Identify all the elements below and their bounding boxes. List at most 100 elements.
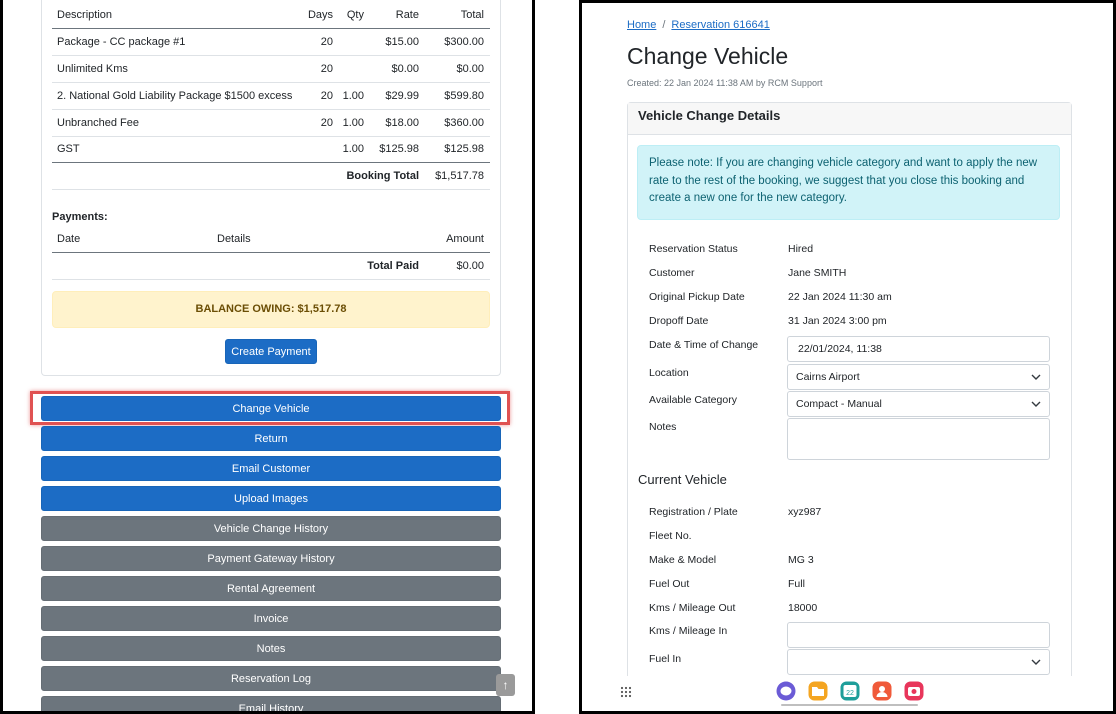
cell-description: GST <box>57 143 80 155</box>
breadcrumb-home-link[interactable]: Home <box>627 19 657 31</box>
android-taskbar: 22 <box>582 676 1113 711</box>
charges-table-header: Description Days Qty Rate Total <box>52 2 490 29</box>
change-time-input[interactable]: 22/01/2024, 11:38 <box>787 336 1050 362</box>
total-paid-row: Total Paid $0.00 <box>52 253 490 280</box>
highlight-box <box>30 391 510 425</box>
registration-label: Registration / Plate <box>649 506 738 518</box>
calendar-day: 22 <box>846 690 854 697</box>
cell-description: 2. National Gold Liability Package $1500… <box>57 90 293 102</box>
reservation-log-button[interactable]: Reservation Log <box>41 666 501 691</box>
original-pickup-value: 22 Jan 2024 11:30 am <box>788 291 892 303</box>
col-date: Date <box>57 233 81 245</box>
email-customer-button[interactable]: Email Customer <box>41 456 501 481</box>
table-row: Unbranched Fee 20 1.00 $18.00 $360.00 <box>52 110 490 137</box>
balance-owing-alert: BALANCE OWING: $1,517.78 <box>52 291 490 328</box>
vehicle-change-history-button[interactable]: Vehicle Change History <box>41 516 501 541</box>
booking-total-label: Booking Total <box>346 170 419 182</box>
payments-heading: Payments: <box>52 211 108 223</box>
table-row: 2. National Gold Liability Package $1500… <box>52 83 490 110</box>
notes-button[interactable]: Notes <box>41 636 501 661</box>
cell-qty: 1.00 <box>342 90 364 102</box>
return-button[interactable]: Return <box>41 426 501 451</box>
cell-days: 20 <box>320 36 333 48</box>
customer-label: Customer <box>649 267 695 279</box>
table-row: Package - CC package #1 20 $15.00 $300.0… <box>52 29 490 56</box>
col-rate: Rate <box>395 9 419 21</box>
customer-value: Jane SMITH <box>788 267 847 279</box>
home-indicator[interactable] <box>781 704 918 706</box>
cell-rate: $125.98 <box>379 143 419 155</box>
created-info: Created: 22 Jan 2024 11:38 AM by RCM Sup… <box>627 78 823 88</box>
change-vehicle-panel: Home / Reservation 616641 Change Vehicle C… <box>579 0 1116 714</box>
reservation-status-label: Reservation Status <box>649 243 738 255</box>
cell-days: 20 <box>320 117 333 129</box>
table-row: GST 1.00 $125.98 $125.98 <box>52 136 490 163</box>
fuel-out-value: Full <box>788 578 805 590</box>
files-icon[interactable] <box>808 681 828 701</box>
fuel-out-label: Fuel Out <box>649 578 690 590</box>
payments-table-header: Date Details Amount <box>52 226 490 253</box>
upload-images-button[interactable]: Upload Images <box>41 486 501 511</box>
reservation-card <box>41 0 501 376</box>
cell-qty: 1.00 <box>342 117 364 129</box>
kms-out-value: 18000 <box>788 602 818 614</box>
payment-gateway-history-button[interactable]: Payment Gateway History <box>41 546 501 571</box>
category-select[interactable]: Compact - Manual <box>787 391 1050 417</box>
calendar-icon[interactable]: 22 <box>840 681 860 701</box>
col-days: Days <box>307 9 333 21</box>
cell-total: $300.00 <box>444 36 484 48</box>
registration-value: xyz987 <box>788 506 822 518</box>
make-model-value: MG 3 <box>788 554 814 566</box>
col-amount: Amount <box>446 233 484 245</box>
reservation-detail-panel: Description Days Qty Rate Total Package … <box>0 0 535 714</box>
cell-rate: $18.00 <box>385 117 419 129</box>
breadcrumb-reservation-link[interactable]: Reservation 616641 <box>671 19 770 31</box>
change-vehicle-button[interactable]: Change Vehicle <box>41 396 501 421</box>
app-drawer-icon[interactable] <box>620 686 632 698</box>
location-label: Location <box>649 367 689 379</box>
breadcrumb-separator: / <box>662 19 666 31</box>
dropoff-value: 31 Jan 2024 3:00 pm <box>788 315 887 327</box>
cell-description: Unbranched Fee <box>57 117 139 129</box>
category-label: Available Category <box>649 394 737 406</box>
current-vehicle-heading: Current Vehicle <box>638 472 727 487</box>
fuel-in-label: Fuel In <box>649 653 682 665</box>
rental-agreement-button[interactable]: Rental Agreement <box>41 576 501 601</box>
col-description: Description <box>57 9 113 21</box>
cell-rate: $0.00 <box>391 63 419 75</box>
cell-total: $599.80 <box>444 90 484 102</box>
kms-in-input[interactable] <box>787 622 1050 648</box>
scroll-to-top-button[interactable]: ↑ <box>496 674 515 696</box>
cell-description: Unlimited Kms <box>57 63 128 75</box>
contacts-icon[interactable] <box>872 681 892 701</box>
info-alert: Please note: If you are changing vehicle… <box>637 145 1060 220</box>
make-model-label: Make & Model <box>649 554 717 566</box>
reservation-status-value: Hired <box>788 243 814 255</box>
email-history-button[interactable]: Email History <box>41 696 501 711</box>
vehicle-change-card: Vehicle Change Details <box>627 102 1072 711</box>
cell-qty: 1.00 <box>342 143 364 155</box>
cell-total: $125.98 <box>444 143 484 155</box>
fuel-in-select[interactable] <box>787 649 1050 675</box>
cell-rate: $29.99 <box>385 90 419 102</box>
total-paid-value: $0.00 <box>456 260 484 272</box>
chevron-down-icon <box>1031 401 1041 407</box>
invoice-button[interactable]: Invoice <box>41 606 501 631</box>
create-payment-button[interactable]: Create Payment <box>225 339 317 364</box>
fleet-label: Fleet No. <box>649 530 692 542</box>
col-details: Details <box>217 233 251 245</box>
notes-textarea[interactable] <box>787 418 1050 460</box>
card-header: Vehicle Change Details <box>628 103 1071 135</box>
kms-in-label: Kms / Mileage In <box>649 625 728 637</box>
cell-description: Package - CC package #1 <box>57 36 186 48</box>
location-select[interactable]: Cairns Airport <box>787 364 1050 390</box>
col-qty: Qty <box>346 9 364 21</box>
total-paid-label: Total Paid <box>367 260 419 272</box>
messages-icon[interactable] <box>776 681 796 701</box>
camera-icon[interactable] <box>904 681 924 701</box>
category-selected-value: Compact - Manual <box>796 398 882 410</box>
kms-out-label: Kms / Mileage Out <box>649 602 736 614</box>
breadcrumb: Home / Reservation 616641 <box>627 19 770 31</box>
table-row: Unlimited Kms 20 $0.00 $0.00 <box>52 56 490 83</box>
location-selected-value: Cairns Airport <box>796 371 860 383</box>
